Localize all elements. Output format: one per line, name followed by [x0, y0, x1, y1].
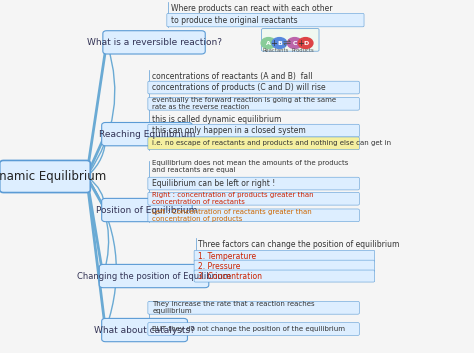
- Text: ⇌: ⇌: [283, 38, 291, 48]
- Text: 2. Pressure: 2. Pressure: [198, 262, 241, 271]
- Text: +: +: [297, 38, 303, 48]
- Circle shape: [298, 37, 313, 48]
- Text: this is called dynamic equilibrium: this is called dynamic equilibrium: [152, 115, 282, 124]
- FancyBboxPatch shape: [194, 270, 374, 282]
- FancyBboxPatch shape: [148, 137, 359, 150]
- FancyBboxPatch shape: [148, 323, 359, 335]
- FancyBboxPatch shape: [262, 29, 319, 51]
- Text: What about catalysts?: What about catalysts?: [94, 325, 195, 335]
- Text: D: D: [303, 41, 308, 46]
- Text: 1. Temperature: 1. Temperature: [198, 252, 256, 261]
- FancyBboxPatch shape: [194, 260, 374, 272]
- Text: concentrations of reactants (A and B)  fall: concentrations of reactants (A and B) fa…: [152, 72, 313, 81]
- FancyBboxPatch shape: [148, 177, 359, 190]
- Circle shape: [272, 37, 287, 48]
- Text: Equilibrium can be left or right !: Equilibrium can be left or right !: [152, 179, 275, 188]
- FancyBboxPatch shape: [194, 250, 374, 262]
- Text: A: A: [266, 41, 271, 46]
- FancyBboxPatch shape: [148, 192, 359, 205]
- FancyBboxPatch shape: [100, 264, 209, 288]
- FancyBboxPatch shape: [101, 318, 187, 342]
- Text: Reactants: Reactants: [263, 48, 289, 53]
- Text: C: C: [292, 41, 297, 46]
- Text: +: +: [271, 38, 277, 48]
- Text: 3. Concentration: 3. Concentration: [198, 271, 263, 281]
- Text: i.e. no escape of reactants and products and nothing else can get in: i.e. no escape of reactants and products…: [152, 140, 391, 146]
- FancyBboxPatch shape: [167, 13, 364, 27]
- Text: B: B: [277, 41, 282, 46]
- FancyBboxPatch shape: [148, 81, 359, 94]
- Text: to produce the original reactants: to produce the original reactants: [171, 16, 298, 25]
- FancyBboxPatch shape: [148, 301, 359, 314]
- Text: concentrations of products (C and D) will rise: concentrations of products (C and D) wil…: [152, 83, 326, 92]
- Text: Position of Equilibrium: Position of Equilibrium: [96, 205, 198, 215]
- Text: this can only happen in a closed system: this can only happen in a closed system: [152, 126, 306, 135]
- FancyBboxPatch shape: [148, 124, 359, 137]
- FancyBboxPatch shape: [103, 31, 205, 54]
- Text: Reaching Equilibrium: Reaching Equilibrium: [99, 130, 195, 139]
- Text: Right : concentration of products greater than
concentration of reactants: Right : concentration of products greate…: [152, 192, 314, 205]
- Text: What is a reversible reaction?: What is a reversible reaction?: [87, 38, 221, 47]
- Text: Equilibrium does not mean the amounts of the products
and reactants are equal: Equilibrium does not mean the amounts of…: [152, 161, 348, 173]
- FancyBboxPatch shape: [101, 198, 192, 222]
- Text: Dynamic Equilibrium: Dynamic Equilibrium: [0, 170, 107, 183]
- Text: They increase the rate that a reaction reaches
equilibrium: They increase the rate that a reaction r…: [152, 301, 315, 314]
- Text: Left : Concentration of reactants greater than
concentration of products: Left : Concentration of reactants greate…: [152, 209, 312, 222]
- Text: Where products can react with each other: Where products can react with each other: [171, 4, 333, 13]
- FancyBboxPatch shape: [148, 97, 359, 110]
- FancyBboxPatch shape: [0, 160, 90, 193]
- Circle shape: [287, 37, 302, 48]
- Text: BUT they do not change the position of the equilibrium: BUT they do not change the position of t…: [152, 326, 345, 332]
- Text: Changing the position of Equilibrium: Changing the position of Equilibrium: [77, 271, 231, 281]
- Text: Three factors can change the position of equilibrium: Three factors can change the position of…: [198, 240, 400, 249]
- FancyBboxPatch shape: [148, 209, 359, 222]
- Circle shape: [261, 37, 276, 48]
- Text: eventually the forward reaction is going at the same
rate as the reverse reactio: eventually the forward reaction is going…: [152, 97, 336, 110]
- Text: Products: Products: [292, 48, 315, 53]
- FancyBboxPatch shape: [101, 122, 192, 146]
